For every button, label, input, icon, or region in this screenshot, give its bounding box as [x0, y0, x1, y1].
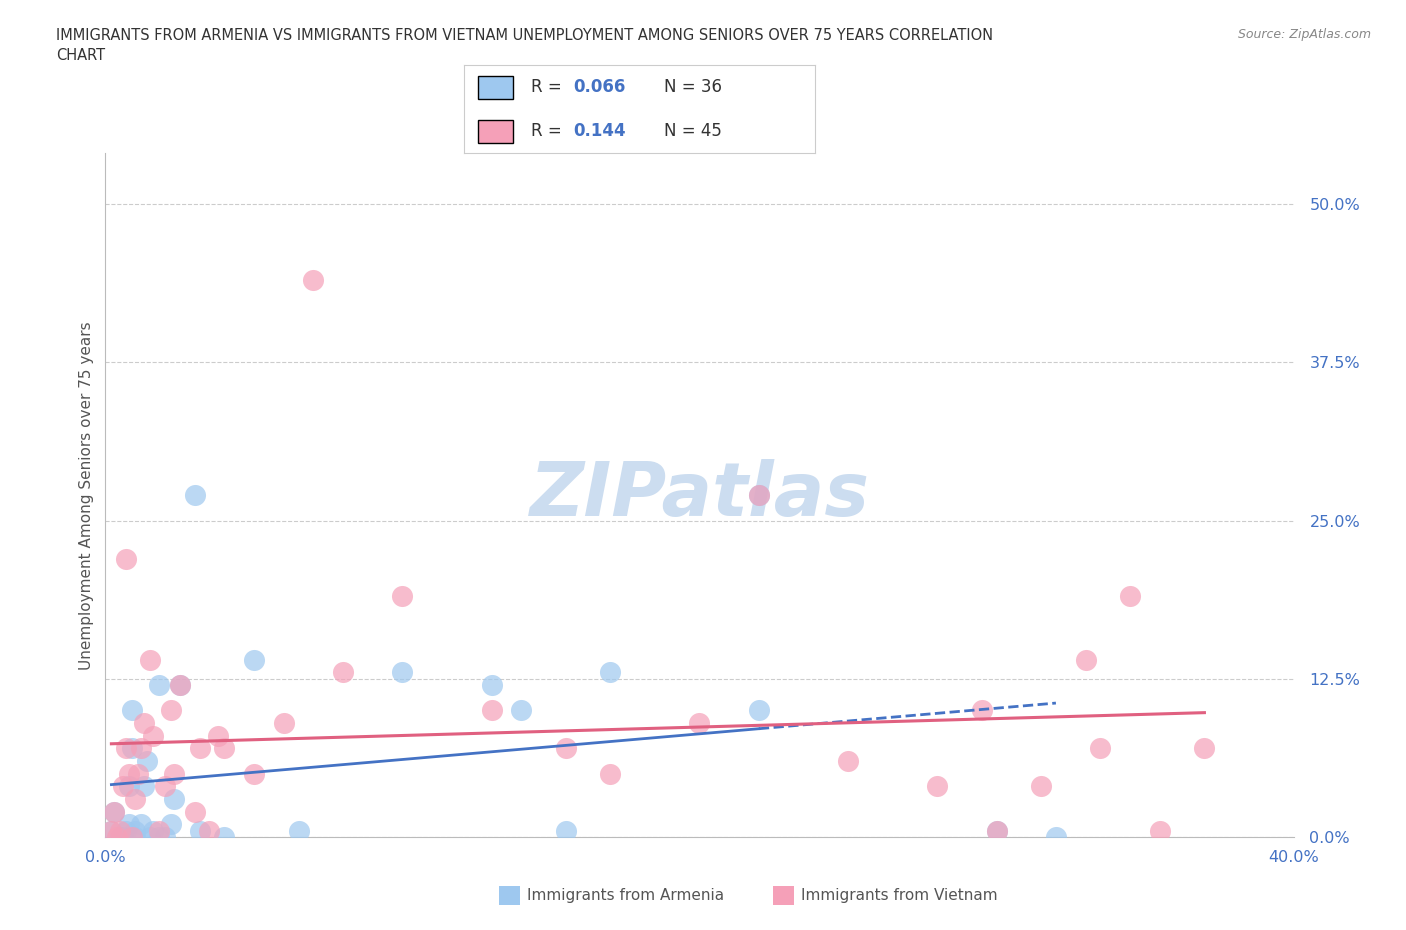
Point	[986, 823, 1008, 838]
Point	[970, 703, 993, 718]
Y-axis label: Unemployment Among Seniors over 75 years: Unemployment Among Seniors over 75 years	[79, 321, 94, 670]
Point	[139, 652, 162, 667]
Point	[207, 728, 229, 743]
Point	[481, 703, 503, 718]
FancyBboxPatch shape	[478, 75, 513, 99]
Point	[837, 753, 859, 768]
Point	[214, 741, 236, 756]
Point	[481, 678, 503, 693]
Text: Source: ZipAtlas.com: Source: ZipAtlas.com	[1237, 28, 1371, 41]
Point	[214, 830, 236, 844]
Point	[599, 665, 621, 680]
Point	[243, 766, 266, 781]
Point	[121, 703, 143, 718]
Point	[115, 741, 138, 756]
Point	[554, 823, 576, 838]
Text: N = 45: N = 45	[665, 123, 723, 140]
Point	[153, 779, 176, 794]
Point	[169, 678, 191, 693]
Point	[183, 488, 205, 503]
Point	[1045, 830, 1067, 844]
Point	[136, 753, 159, 768]
Text: IMMIGRANTS FROM ARMENIA VS IMMIGRANTS FROM VIETNAM UNEMPLOYMENT AMONG SENIORS OV: IMMIGRANTS FROM ARMENIA VS IMMIGRANTS FR…	[56, 28, 994, 43]
Point	[112, 779, 135, 794]
Point	[198, 823, 221, 838]
Point	[391, 589, 413, 604]
Text: R =: R =	[531, 78, 567, 96]
Point	[132, 716, 155, 731]
Point	[332, 665, 354, 680]
Point	[183, 804, 205, 819]
Point	[748, 488, 770, 503]
Point	[103, 804, 125, 819]
Point	[1149, 823, 1171, 838]
Point	[100, 823, 122, 838]
Point	[163, 766, 186, 781]
Point	[124, 791, 146, 806]
Point	[391, 665, 413, 680]
Point	[748, 488, 770, 503]
Point	[986, 823, 1008, 838]
Point	[110, 830, 132, 844]
Text: ZIPatlas: ZIPatlas	[530, 458, 869, 532]
Point	[190, 823, 212, 838]
Point	[127, 766, 149, 781]
Point	[169, 678, 191, 693]
Point	[510, 703, 533, 718]
Point	[159, 703, 181, 718]
Point	[103, 804, 125, 819]
Point	[118, 817, 141, 831]
Point	[129, 741, 152, 756]
Point	[100, 823, 122, 838]
Point	[115, 823, 138, 838]
Text: Immigrants from Armenia: Immigrants from Armenia	[527, 888, 724, 903]
Point	[1074, 652, 1097, 667]
Text: CHART: CHART	[56, 48, 105, 63]
Point	[273, 716, 295, 731]
Point	[124, 823, 146, 838]
Point	[163, 791, 186, 806]
Point	[132, 779, 155, 794]
Point	[148, 830, 170, 844]
Point	[121, 741, 143, 756]
Point	[105, 830, 128, 844]
FancyBboxPatch shape	[478, 120, 513, 143]
Point	[1090, 741, 1112, 756]
Text: 0.066: 0.066	[574, 78, 626, 96]
Point	[153, 830, 176, 844]
Point	[142, 823, 165, 838]
Point	[148, 823, 170, 838]
Text: 0.144: 0.144	[574, 123, 626, 140]
Point	[129, 817, 152, 831]
Point	[927, 779, 949, 794]
Text: R =: R =	[531, 123, 572, 140]
Point	[112, 830, 135, 844]
Text: N = 36: N = 36	[665, 78, 723, 96]
Point	[110, 823, 132, 838]
Point	[243, 652, 266, 667]
Point	[1119, 589, 1142, 604]
Point	[115, 551, 138, 566]
Point	[118, 779, 141, 794]
Text: Immigrants from Vietnam: Immigrants from Vietnam	[801, 888, 998, 903]
Point	[118, 766, 141, 781]
Point	[689, 716, 711, 731]
Point	[287, 823, 309, 838]
Point	[190, 741, 212, 756]
Point	[302, 272, 325, 287]
Point	[121, 830, 143, 844]
Point	[748, 703, 770, 718]
Point	[148, 678, 170, 693]
Point	[139, 830, 162, 844]
Point	[599, 766, 621, 781]
Point	[124, 830, 146, 844]
Point	[1194, 741, 1216, 756]
Point	[142, 728, 165, 743]
Point	[1029, 779, 1052, 794]
Point	[159, 817, 181, 831]
Point	[554, 741, 576, 756]
